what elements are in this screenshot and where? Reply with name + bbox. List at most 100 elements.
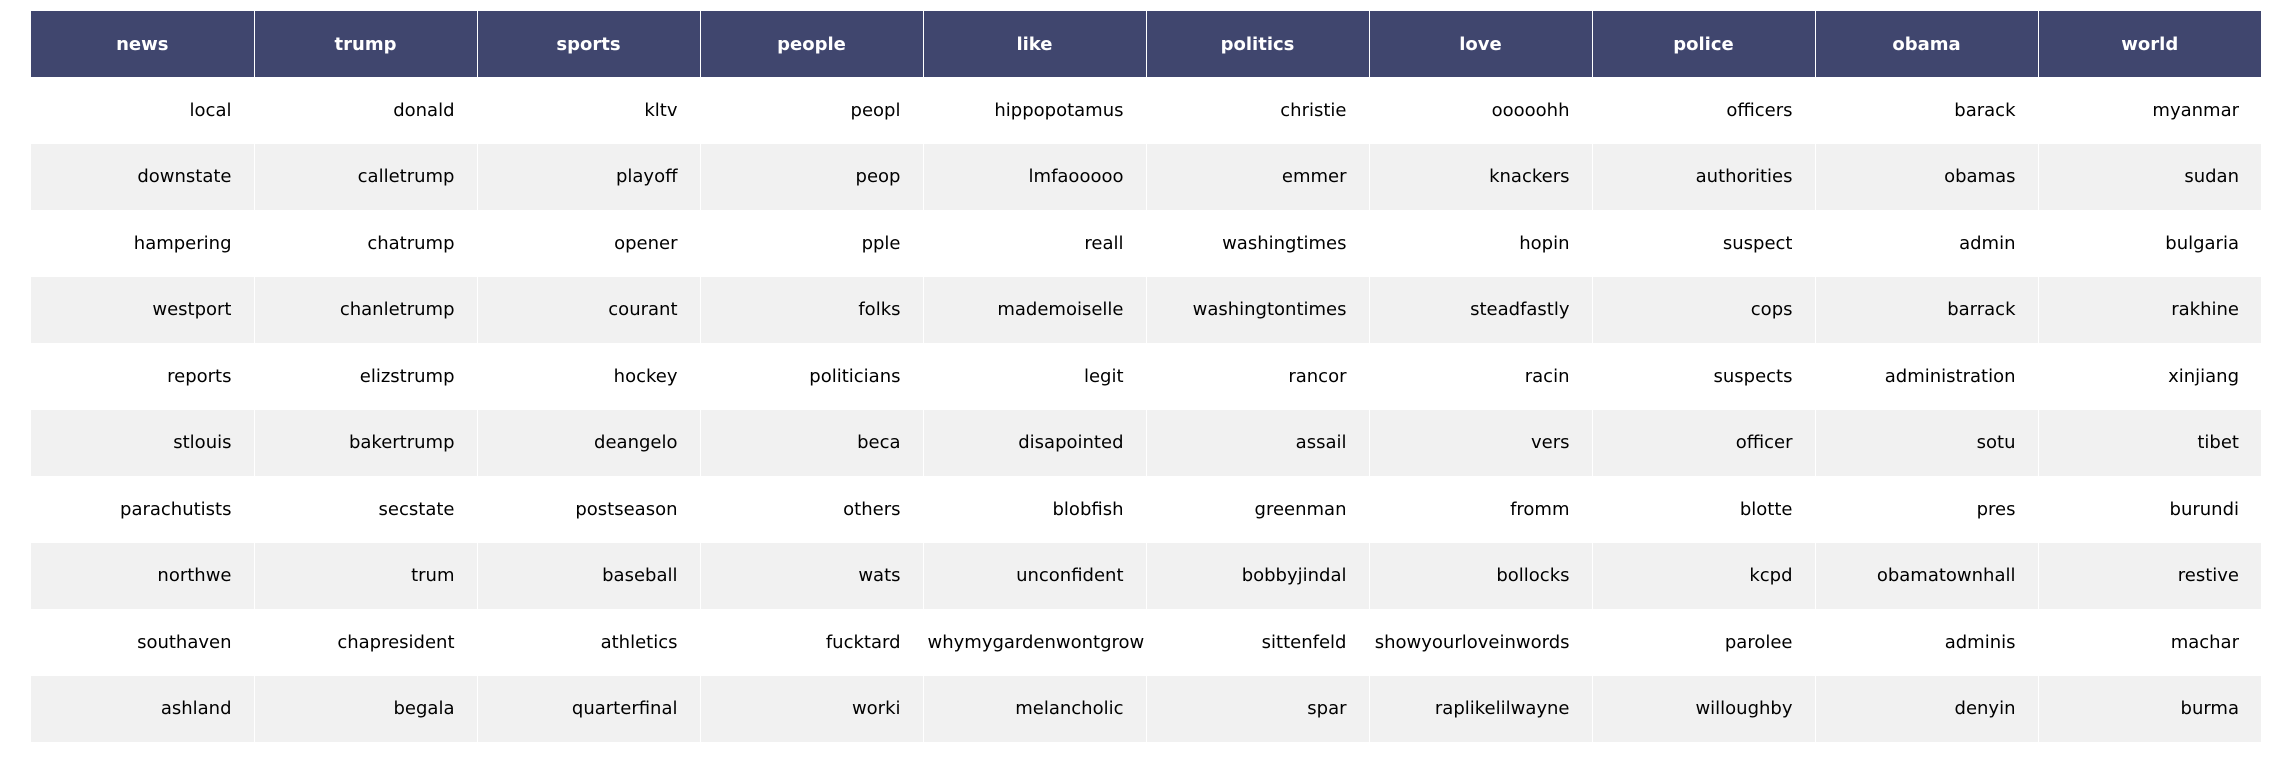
table-cell-obama: admin	[1815, 210, 2039, 277]
table-cell-police: kcpd	[1592, 542, 1816, 609]
table-cell-love: vers	[1369, 409, 1593, 476]
table-cell-politics: spar	[1146, 675, 1370, 742]
word-table: news trump sports people like politics love pol…	[31, 11, 2261, 742]
table-cell-love: steadfastly	[1369, 276, 1593, 343]
table-cell-trump: donald	[254, 77, 478, 144]
table-cell-obama: barack	[1815, 77, 2039, 144]
table-cell-obama: denyin	[1815, 675, 2039, 742]
table-cell-like: hippopotamus	[923, 77, 1147, 144]
table-row: stlouis bakertrump deangelo beca disapointed…	[31, 409, 2261, 476]
table-cell-people: politicians	[700, 343, 924, 410]
table-cell-politics: emmer	[1146, 143, 1370, 210]
table-cell-sports: postseason	[477, 476, 701, 543]
table-cell-love: fromm	[1369, 476, 1593, 543]
table-cell-world: rakhine	[2038, 276, 2261, 343]
column-header-news: news	[31, 11, 255, 77]
table-cell-obama: barrack	[1815, 276, 2039, 343]
table-cell-like: melancholic	[923, 675, 1147, 742]
column-header-world: world	[2038, 11, 2261, 77]
table-cell-sports: baseball	[477, 542, 701, 609]
table-cell-people: worki	[700, 675, 924, 742]
table-cell-police: officers	[1592, 77, 1816, 144]
table-cell-politics: washingtontimes	[1146, 276, 1370, 343]
table-cell-news: reports	[31, 343, 255, 410]
table-cell-sports: quarterfinal	[477, 675, 701, 742]
table-cell-police: officer	[1592, 409, 1816, 476]
table-cell-trump: chanletrump	[254, 276, 478, 343]
table-cell-love: ooooohh	[1369, 77, 1593, 144]
table-cell-obama: pres	[1815, 476, 2039, 543]
table-cell-like: reall	[923, 210, 1147, 277]
table-cell-trump: begala	[254, 675, 478, 742]
table-cell-people: peopl	[700, 77, 924, 144]
column-header-trump: trump	[254, 11, 478, 77]
table-cell-police: authorities	[1592, 143, 1816, 210]
column-header-love: love	[1369, 11, 1593, 77]
table-cell-world: sudan	[2038, 143, 2261, 210]
table-cell-people: beca	[700, 409, 924, 476]
table-cell-sports: hockey	[477, 343, 701, 410]
table-cell-world: myanmar	[2038, 77, 2261, 144]
table-cell-obama: adminis	[1815, 609, 2039, 676]
table-cell-world: bulgaria	[2038, 210, 2261, 277]
table-cell-world: burma	[2038, 675, 2261, 742]
table-cell-world: xinjiang	[2038, 343, 2261, 410]
table-cell-people: wats	[700, 542, 924, 609]
table-row: reports elizstrump hockey politicians legit r…	[31, 343, 2261, 410]
table-row: westport chanletrump courant folks mademoise…	[31, 276, 2261, 343]
column-header-people: people	[700, 11, 924, 77]
table-cell-police: willoughby	[1592, 675, 1816, 742]
table-cell-news: westport	[31, 276, 255, 343]
table-row: ashland begala quarterfinal worki melancholi…	[31, 675, 2261, 742]
table-cell-like: blobfish	[923, 476, 1147, 543]
table-cell-police: cops	[1592, 276, 1816, 343]
table-cell-politics: assail	[1146, 409, 1370, 476]
column-header-like: like	[923, 11, 1147, 77]
table-cell-love: bollocks	[1369, 542, 1593, 609]
table-cell-like: mademoiselle	[923, 276, 1147, 343]
table-cell-police: suspect	[1592, 210, 1816, 277]
table-cell-news: hampering	[31, 210, 255, 277]
table-cell-news: ashland	[31, 675, 255, 742]
header-row: news trump sports people like politics love pol…	[31, 11, 2261, 77]
table-cell-world: restive	[2038, 542, 2261, 609]
table-cell-police: parolee	[1592, 609, 1816, 676]
table-cell-trump: chatrump	[254, 210, 478, 277]
table-cell-people: folks	[700, 276, 924, 343]
table-cell-like: unconfident	[923, 542, 1147, 609]
table-cell-world: machar	[2038, 609, 2261, 676]
table-cell-love: raplikelilwayne	[1369, 675, 1593, 742]
table-cell-news: stlouis	[31, 409, 255, 476]
table-cell-world: burundi	[2038, 476, 2261, 543]
table-cell-love: knackers	[1369, 143, 1593, 210]
table-cell-sports: kltv	[477, 77, 701, 144]
table-cell-trump: trum	[254, 542, 478, 609]
table-cell-love: showyourloveinwords	[1369, 609, 1593, 676]
table-cell-like: lmfaooooo	[923, 143, 1147, 210]
table-cell-trump: calletrump	[254, 143, 478, 210]
table-cell-trump: secstate	[254, 476, 478, 543]
table-cell-police: suspects	[1592, 343, 1816, 410]
table-cell-like: disapointed	[923, 409, 1147, 476]
table-cell-obama: obamas	[1815, 143, 2039, 210]
table-cell-sports: playoff	[477, 143, 701, 210]
table-cell-people: others	[700, 476, 924, 543]
table-cell-politics: sittenfeld	[1146, 609, 1370, 676]
table-cell-sports: athletics	[477, 609, 701, 676]
table-cell-politics: greenman	[1146, 476, 1370, 543]
table-cell-sports: opener	[477, 210, 701, 277]
table-cell-people: pple	[700, 210, 924, 277]
table-cell-obama: obamatownhall	[1815, 542, 2039, 609]
table-row: downstate calletrump playoff peop lmfaooooo e…	[31, 143, 2261, 210]
table-cell-news: parachutists	[31, 476, 255, 543]
table-cell-people: peop	[700, 143, 924, 210]
table-cell-people: fucktard	[700, 609, 924, 676]
table-cell-like: whymygardenwontgrow	[923, 609, 1147, 676]
table-cell-sports: deangelo	[477, 409, 701, 476]
table-row: parachutists secstate postseason others blob…	[31, 476, 2261, 543]
table-cell-trump: elizstrump	[254, 343, 478, 410]
table-body: local donald kltv peopl hippopotamus christie…	[31, 77, 2261, 742]
table-cell-obama: sotu	[1815, 409, 2039, 476]
table-cell-trump: bakertrump	[254, 409, 478, 476]
table-cell-politics: rancor	[1146, 343, 1370, 410]
